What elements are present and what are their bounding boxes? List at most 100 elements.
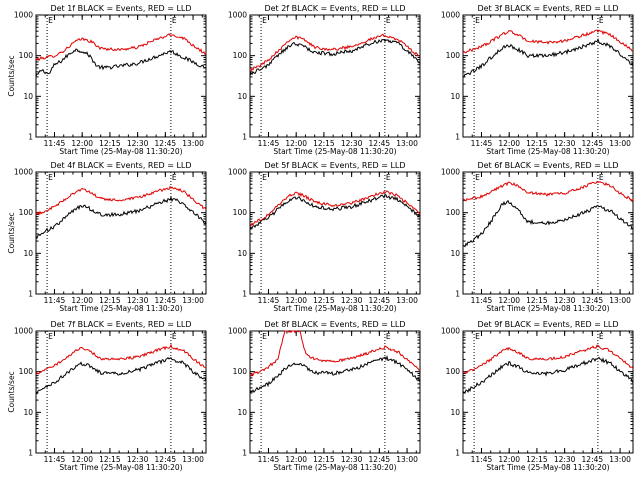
y-tick-label: 1000	[441, 327, 460, 336]
series-line-lld	[462, 29, 634, 54]
y-tick-label: 1	[28, 449, 33, 458]
chart-title: Det 8f BLACK = Events, RED = LLD	[264, 320, 405, 329]
x-tick-label: 12:45	[155, 296, 177, 305]
y-tick-label: 1	[28, 133, 33, 142]
chart-title: Det 6f BLACK = Events, RED = LLD	[477, 161, 618, 170]
y-tick-label: 10	[237, 92, 247, 101]
y-tick-label: 1000	[441, 168, 460, 177]
y-tick-label: 1	[455, 290, 460, 299]
y-tick-label: 100	[233, 208, 248, 217]
x-tick-label: 11:45	[258, 139, 280, 148]
y-tick-label: 1000	[228, 168, 247, 177]
time-marker-label: E	[386, 173, 391, 182]
x-tick-label: 12:45	[582, 296, 604, 305]
chart-title: Det 7f BLACK = Events, RED = LLD	[50, 320, 191, 329]
time-marker-label: E	[386, 16, 391, 25]
y-tick-label: 10	[450, 249, 460, 258]
series-line-events	[35, 356, 207, 395]
y-tick-label: 1	[28, 290, 33, 299]
x-tick-label: 12:30	[341, 139, 363, 148]
plot-frame	[462, 171, 634, 295]
x-axis-label: Start Time (25-May-08 11:30:20)	[273, 147, 396, 156]
series-line-lld	[35, 33, 207, 62]
x-axis-label: Start Time (25-May-08 11:30:20)	[486, 304, 609, 313]
x-tick-label: 13:00	[396, 296, 418, 305]
x-tick-label: 12:30	[127, 296, 149, 305]
x-tick-label: 12:45	[155, 139, 177, 148]
y-tick-label: 10	[237, 408, 247, 417]
series-line-events	[462, 356, 634, 394]
x-axis-label: Start Time (25-May-08 11:30:20)	[273, 463, 396, 472]
series-line-events	[35, 195, 207, 240]
x-tick-label: 12:15	[99, 455, 121, 464]
y-tick-label: 100	[233, 51, 248, 60]
panel-det-6: Det 6f BLACK = Events, RED = LLD 1 10 100 10…	[441, 161, 634, 313]
x-tick-label: 12:30	[127, 455, 149, 464]
series-line-events	[249, 355, 421, 394]
x-tick-label: 12:30	[127, 139, 149, 148]
time-marker-label: E	[172, 16, 177, 25]
y-tick-label: 10	[23, 408, 33, 417]
x-tick-label: 12:00	[285, 296, 307, 305]
plot-frame	[35, 14, 207, 138]
x-tick-label: 13:00	[609, 139, 631, 148]
series-line-events	[462, 37, 634, 78]
y-tick-label: 1000	[14, 327, 33, 336]
x-tick-label: 12:30	[341, 296, 363, 305]
x-tick-label: 12:15	[99, 296, 121, 305]
panel-det-2: Det 2f BLACK = Events, RED = LLD 1 10 100 10…	[228, 4, 421, 156]
x-tick-label: 11:45	[471, 455, 493, 464]
x-tick-label: 13:00	[609, 296, 631, 305]
plot-frame	[462, 14, 634, 138]
plot-frame	[249, 330, 421, 454]
x-tick-label: 11:45	[471, 139, 493, 148]
x-tick-label: 12:15	[313, 139, 335, 148]
chart-title: Det 2f BLACK = Events, RED = LLD	[264, 4, 405, 13]
series-line-lld	[249, 190, 421, 227]
x-tick-label: 12:15	[526, 296, 548, 305]
time-marker-label: E	[262, 173, 267, 182]
y-tick-label: 100	[446, 367, 461, 376]
x-tick-label: 12:00	[71, 296, 93, 305]
y-tick-label: 1000	[228, 327, 247, 336]
x-axis-label: Start Time (25-May-08 11:30:20)	[486, 147, 609, 156]
series-line-lld	[35, 343, 207, 375]
time-marker-label: E	[599, 16, 604, 25]
time-marker-label: E	[475, 173, 480, 182]
x-tick-label: 12:00	[498, 455, 520, 464]
y-tick-label: 1	[242, 449, 247, 458]
x-tick-label: 12:45	[155, 455, 177, 464]
chart-title: Det 9f BLACK = Events, RED = LLD	[477, 320, 618, 329]
series-line-lld	[35, 185, 207, 216]
series-line-lld	[462, 180, 634, 203]
y-tick-label: 10	[237, 249, 247, 258]
x-axis-label: Start Time (25-May-08 11:30:20)	[273, 304, 396, 313]
x-axis-label: Start Time (25-May-08 11:30:20)	[59, 463, 182, 472]
x-tick-label: 13:00	[182, 455, 204, 464]
x-tick-label: 12:30	[554, 139, 576, 148]
x-axis-label: Start Time (25-May-08 11:30:20)	[486, 463, 609, 472]
plot-frame	[249, 171, 421, 295]
y-tick-label: 100	[19, 208, 34, 217]
series-line-events	[462, 199, 634, 248]
x-tick-label: 12:15	[526, 455, 548, 464]
time-marker-label: E	[475, 332, 480, 341]
x-tick-label: 12:30	[554, 296, 576, 305]
x-tick-label: 12:15	[99, 139, 121, 148]
series-line-lld	[249, 330, 421, 377]
x-tick-label: 12:00	[285, 455, 307, 464]
panel-det-7: Det 7f BLACK = Events, RED = LLD 1 10 100 10…	[7, 320, 207, 472]
x-tick-label: 11:45	[44, 296, 66, 305]
y-tick-label: 100	[19, 51, 34, 60]
time-marker-label: E	[262, 332, 267, 341]
x-tick-label: 13:00	[396, 455, 418, 464]
series-line-lld	[249, 33, 421, 72]
y-tick-label: 100	[233, 367, 248, 376]
time-marker-label: E	[262, 16, 267, 25]
time-marker-label: E	[48, 16, 53, 25]
x-tick-label: 12:00	[285, 139, 307, 148]
y-tick-label: 100	[446, 208, 461, 217]
y-tick-label: 100	[446, 51, 461, 60]
panel-det-4: Det 4f BLACK = Events, RED = LLD 1 10 100 10…	[7, 161, 207, 313]
